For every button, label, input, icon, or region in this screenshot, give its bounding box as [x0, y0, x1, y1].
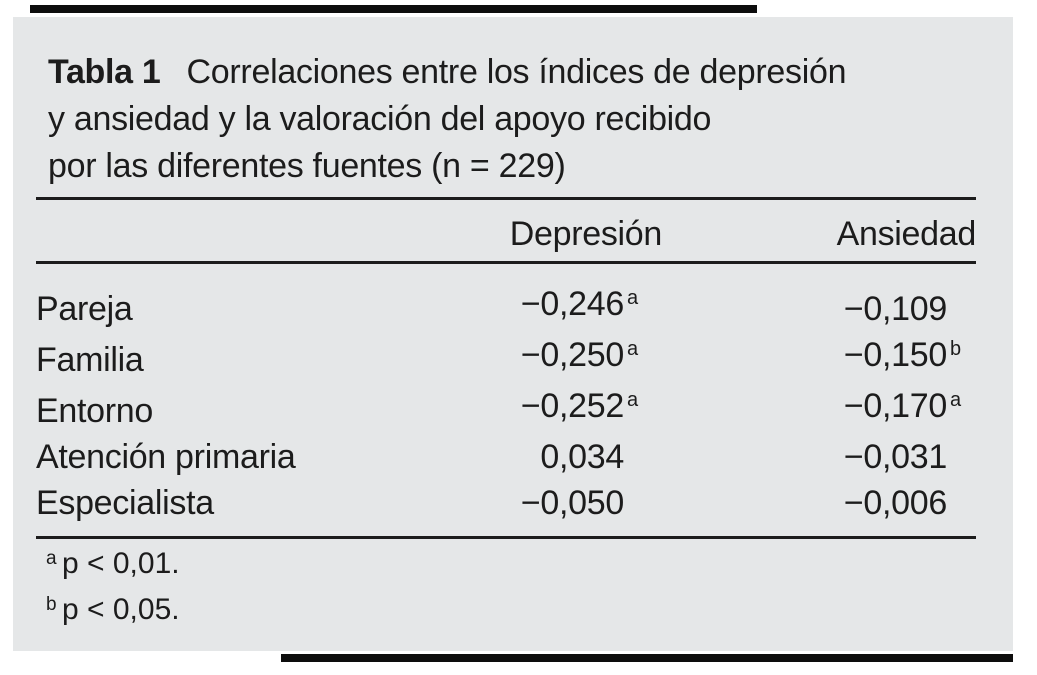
value-number: −0,246	[520, 285, 624, 323]
table-row-familia: Familia −0,250 a −0,150 b	[36, 332, 976, 383]
table-caption: Tabla 1 Correlaciones entre los índices d…	[48, 49, 978, 190]
top-rule-bar	[30, 5, 757, 13]
value-number: −0,109	[843, 290, 947, 328]
value-cell-ansiedad: −0,170 a	[686, 383, 976, 434]
value-number: −0,150	[843, 336, 947, 374]
footnote-marker: b	[46, 594, 57, 615]
value-number: −0,252	[520, 387, 624, 425]
table-row-atencion-primaria: Atención primaria 0,034 −0,031	[36, 434, 976, 480]
column-header-ansiedad: Ansiedad	[686, 197, 976, 264]
table-header: Depresión Ansiedad	[36, 197, 976, 264]
bottom-rule-bar	[281, 654, 1013, 662]
row-label: Especialista	[36, 480, 456, 539]
header-row: Depresión Ansiedad	[36, 197, 976, 264]
value-number: 0,034	[540, 438, 624, 476]
header-empty-cell	[36, 197, 456, 264]
table-panel: Tabla 1 Correlaciones entre los índices d…	[13, 17, 1013, 651]
value-number: −0,250	[520, 336, 624, 374]
value-cell-depresion: −0,252 a	[456, 383, 686, 434]
row-label: Entorno	[36, 392, 153, 430]
caption-line-1: Correlaciones entre los índices de depre…	[186, 53, 847, 91]
value-cell-depresion: −0,250 a	[456, 332, 686, 383]
value-number: −0,170	[843, 387, 947, 425]
table-body: Pareja −0,246 a −0,109 Familia −0,250 a −0…	[36, 263, 976, 539]
column-header-depresion: Depresión	[456, 197, 686, 264]
value-cell-ansiedad: −0,006	[686, 480, 976, 539]
significance-marker: a	[627, 389, 639, 411]
caption-line-3: por las diferentes fuentes (n = 229)	[48, 147, 566, 185]
row-label: Atención primaria	[36, 438, 296, 476]
footnote-marker: a	[46, 548, 57, 569]
value-cell-depresion: −0,246 a	[456, 263, 686, 333]
caption-label: Tabla 1	[48, 53, 161, 91]
value-number: −0,031	[843, 438, 947, 476]
table-row-pareja: Pareja −0,246 a −0,109	[36, 263, 976, 333]
significance-marker: b	[950, 338, 962, 360]
footnote-text: p < 0,01.	[62, 547, 180, 580]
value-number: −0,006	[843, 484, 947, 522]
footnote-text: p < 0,05.	[62, 593, 180, 626]
value-cell-depresion: 0,034	[456, 434, 686, 480]
caption-line-2: y ansiedad y la valoración del apoyo rec…	[48, 100, 712, 138]
value-cell-depresion: −0,050	[456, 480, 686, 539]
value-cell-ansiedad: −0,031	[686, 434, 976, 480]
value-cell-ansiedad: −0,109	[686, 263, 976, 333]
significance-marker: a	[627, 287, 639, 309]
table-row-especialista: Especialista −0,050 −0,006	[36, 480, 976, 539]
table-row-entorno: Entorno −0,252 a −0,170 a	[36, 383, 976, 434]
correlation-table: Depresión Ansiedad Pareja −0,246 a −0,109…	[36, 197, 976, 539]
value-cell-ansiedad: −0,150 b	[686, 332, 976, 383]
row-label: Pareja	[36, 290, 133, 328]
row-label: Familia	[36, 341, 144, 379]
significance-marker: a	[627, 338, 639, 360]
value-number: −0,050	[520, 484, 624, 522]
significance-marker: a	[950, 389, 962, 411]
